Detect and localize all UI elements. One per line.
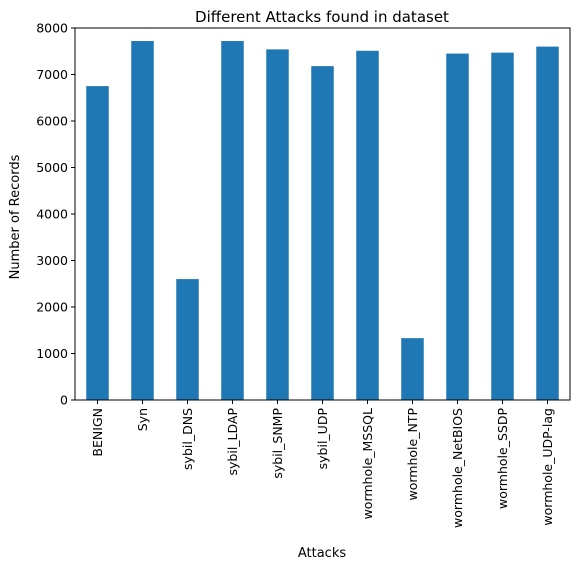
y-axis: 0 1000 2000 3000 4000 5000 6000 7000 8000 <box>36 21 75 408</box>
x-tick-label: BENIGN <box>90 408 105 457</box>
y-tick-label: 3000 <box>36 253 68 268</box>
bar-Syn <box>131 41 154 401</box>
y-tick-label: 5000 <box>36 160 68 175</box>
bar-wormhole_NTP <box>401 338 424 400</box>
x-axis: BENIGN Syn sybil_DNS sybil_LDAP sybil_SNMP sy… <box>90 400 555 528</box>
chart-title: Different Attacks found in dataset <box>195 8 449 26</box>
y-tick-label: 0 <box>60 393 68 408</box>
bar-wormhole_UDP-lag <box>536 46 559 400</box>
y-axis-title: Number of Records <box>8 154 23 279</box>
x-tick-label: wormhole_SSDP <box>495 408 510 509</box>
bar-sybil_DNS <box>176 279 199 400</box>
y-tick-label: 8000 <box>36 21 68 36</box>
x-axis-title: Attacks <box>298 546 347 561</box>
y-tick-label: 6000 <box>36 114 68 129</box>
x-tick-label: sybil_DNS <box>180 408 195 470</box>
plot-frame <box>74 27 571 401</box>
y-tick-label: 7000 <box>36 67 68 82</box>
x-tick-label: wormhole_NTP <box>405 408 420 501</box>
bar-sybil_SNMP <box>266 49 289 400</box>
x-tick-label: Syn <box>135 408 150 431</box>
bars-group <box>86 41 559 401</box>
bar-wormhole_NetBIOS <box>446 53 469 400</box>
x-tick-label: sybil_UDP <box>315 408 330 470</box>
y-tick-label: 4000 <box>36 207 68 222</box>
x-tick-label: sybil_LDAP <box>225 408 240 476</box>
x-tick-label: wormhole_MSSQL <box>360 408 375 519</box>
bar-BENIGN <box>86 86 109 400</box>
y-tick-label: 1000 <box>36 346 68 361</box>
bar-sybil_UDP <box>311 66 334 400</box>
bar-wormhole_MSSQL <box>356 50 379 400</box>
x-tick-label: wormhole_UDP-lag <box>540 408 555 526</box>
x-tick-label: wormhole_NetBIOS <box>450 408 465 528</box>
bar-sybil_LDAP <box>221 41 244 401</box>
x-tick-label: sybil_SNMP <box>270 408 285 479</box>
bar-wormhole_SSDP <box>491 52 514 401</box>
y-tick-label: 2000 <box>36 300 68 315</box>
